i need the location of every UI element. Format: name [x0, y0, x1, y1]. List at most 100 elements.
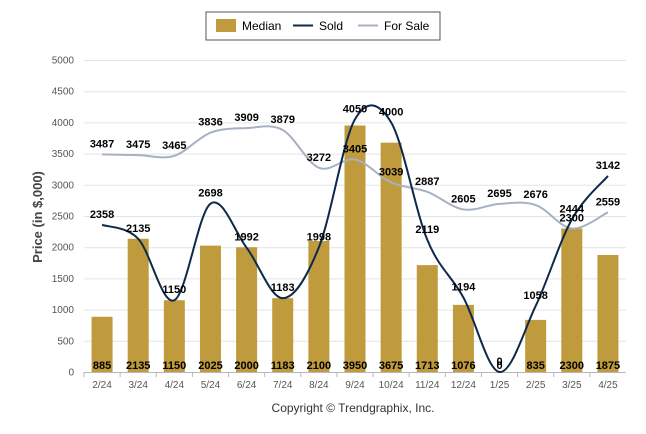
legend-for-sale-label: For Sale [384, 19, 430, 33]
for-sale-data-label: 2300 [560, 212, 584, 224]
y-tick-label: 0 [68, 368, 74, 379]
legend: Median Sold For Sale [205, 11, 441, 41]
median-data-label: 1875 [596, 360, 620, 372]
median-bar [561, 228, 583, 372]
sold-data-label: 1992 [234, 232, 258, 244]
for-sale-data-label: 2559 [596, 196, 620, 208]
for-sale-data-label: 3836 [198, 117, 222, 129]
x-tick-label: 6/24 [237, 380, 257, 391]
median-data-label: 2135 [126, 360, 150, 372]
sold-line [101, 104, 609, 373]
legend-box [205, 11, 441, 41]
sold-data-label: 4050 [343, 103, 367, 115]
y-tick-labels: 0 500 1000 1500 2000 2500 3000 3500 4000 4500 5000 [52, 56, 75, 379]
x-tick-label: 3/24 [128, 380, 148, 391]
median-data-label: 2000 [234, 360, 258, 372]
sold-data-label: 1150 [162, 284, 186, 296]
x-tick-label: 4/25 [598, 380, 618, 391]
sold-data-label: 1183 [271, 282, 295, 294]
x-tick-label: 2/24 [92, 380, 112, 391]
median-bar [163, 300, 185, 372]
y-tick-label: 5000 [52, 56, 75, 67]
y-tick-label: 2500 [52, 212, 75, 223]
x-tick-label: 12/24 [451, 380, 476, 391]
median-data-label: 2100 [307, 360, 331, 372]
y-tick-label: 2000 [52, 243, 75, 254]
sold-data-label: 2444 [560, 203, 585, 215]
median-bar [525, 319, 547, 372]
median-data-label: 885 [93, 360, 111, 372]
x-tick-label: 1/25 [490, 380, 510, 391]
y-tick-label: 4000 [52, 118, 75, 129]
for-sale-data-label: 3039 [379, 166, 403, 178]
sold-data-label: 1058 [523, 290, 547, 302]
x-tick-label: 11/24 [415, 380, 440, 391]
for-sale-data-label: 2695 [487, 188, 511, 200]
median-bar [272, 298, 294, 372]
y-axis-label: Price (in $,000) [30, 171, 45, 263]
median-bar [308, 240, 330, 372]
y-tick-label: 1000 [52, 305, 75, 316]
median-bar [416, 265, 438, 372]
sold-data-label: 0 [496, 356, 502, 368]
y-tick-label: 3500 [52, 149, 75, 160]
x-tick-label: 2/25 [526, 380, 546, 391]
legend-sold-label: Sold [319, 19, 343, 33]
for-sale-data-label: 3405 [343, 144, 367, 156]
x-tick-label: 3/25 [562, 380, 582, 391]
for-sale-data-label: 3465 [162, 140, 186, 152]
for-sale-data-label: 3909 [234, 112, 258, 124]
median-data-label: 3675 [379, 360, 403, 372]
x-tick-label: 9/24 [345, 380, 365, 391]
y-tick-label: 1500 [52, 274, 75, 285]
sold-data-label: 1998 [307, 231, 331, 243]
for-sale-data-label: 2887 [415, 176, 439, 188]
median-data-label: 0 [496, 360, 502, 372]
data-labels: 3487 3475 3465 3836 3909 3879 3272 3405 3039 2887… [90, 103, 620, 372]
median-data-label: 1150 [162, 360, 186, 372]
median-data-label: 1713 [415, 360, 439, 372]
legend-median-label: Median [242, 19, 281, 33]
median-bar [344, 125, 366, 373]
x-tick-label: 7/24 [273, 380, 293, 391]
sold-data-label: 3142 [596, 160, 620, 172]
median-bar [91, 316, 113, 372]
median-bar [452, 304, 474, 372]
series-lines [101, 104, 609, 373]
y-tick-label: 3000 [52, 180, 75, 191]
median-data-label: 3950 [343, 360, 367, 372]
for-sale-line [102, 125, 609, 230]
median-data-label: 835 [526, 360, 544, 372]
median-bar [236, 247, 258, 372]
sold-data-label: 2358 [90, 209, 114, 221]
for-sale-data-label: 3272 [307, 152, 331, 164]
for-sale-data-label: 3475 [126, 139, 150, 151]
for-sale-data-label: 2605 [451, 193, 475, 205]
for-sale-data-label: 3487 [90, 138, 114, 150]
y-tick-label: 500 [57, 336, 74, 347]
median-data-label: 1183 [271, 360, 295, 372]
copyright-text: Copyright © Trendgraphix, Inc. [272, 401, 435, 415]
median-data-label: 2300 [560, 360, 584, 372]
median-data-label: 2025 [198, 360, 222, 372]
x-tick-labels: 2/24 3/24 4/24 5/24 6/24 7/24 8/24 9/24 10/24 11/… [83, 372, 618, 391]
x-tick-label: 8/24 [309, 380, 329, 391]
median-bar [597, 255, 619, 372]
for-sale-data-label: 3879 [270, 114, 294, 126]
sold-data-label: 4000 [379, 106, 403, 118]
median-bars [91, 125, 619, 373]
sold-data-label: 2119 [415, 224, 439, 236]
y-tick-label: 4500 [52, 87, 75, 98]
x-tick-label: 10/24 [379, 380, 404, 391]
for-sale-data-label: 2676 [523, 189, 547, 201]
x-tick-label: 4/24 [165, 380, 185, 391]
legend-median-swatch [216, 19, 236, 32]
x-tick-label: 5/24 [201, 380, 221, 391]
sold-data-label: 2698 [198, 188, 222, 200]
median-data-label: 1076 [451, 360, 475, 372]
sold-data-label: 2135 [126, 223, 150, 235]
median-bar [199, 245, 221, 372]
median-bar [380, 142, 402, 372]
median-bar [127, 238, 149, 372]
